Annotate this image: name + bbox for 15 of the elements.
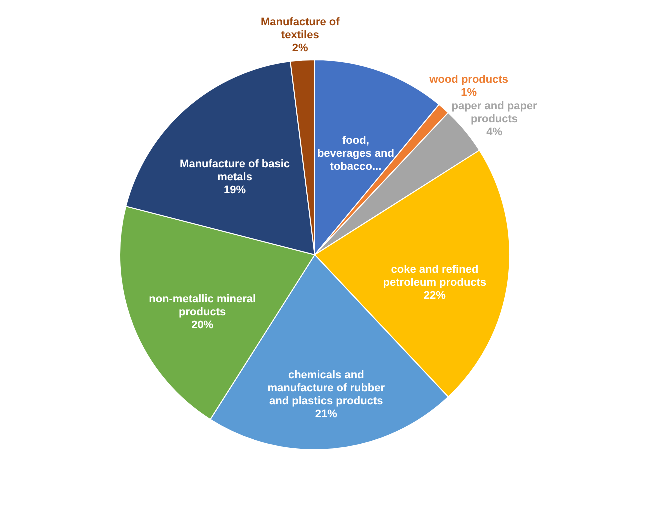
data-label: 19% — [224, 184, 246, 196]
slice-label: chemicals and manufacture of rubber and plastics products — [268, 369, 386, 408]
slice-label: Manufacture of textiles — [260, 16, 340, 42]
data-label: 22% — [424, 290, 446, 302]
data-label: 4% — [486, 126, 503, 138]
data-label: 2% — [292, 42, 309, 54]
slice-label: Manufacture of basic metals — [180, 158, 290, 184]
slice-label: food, beverages and tobacco... — [317, 135, 394, 174]
data-label: 1% — [461, 87, 478, 100]
data-label: 21% — [315, 408, 338, 420]
slice-label: coke and refined petroleum products — [383, 264, 487, 290]
slice-label: wood products — [428, 74, 508, 86]
slice-label: paper and paper products — [452, 100, 538, 126]
slice-label: non-metallic mineral products — [149, 294, 256, 319]
data-label: 20% — [192, 320, 214, 332]
